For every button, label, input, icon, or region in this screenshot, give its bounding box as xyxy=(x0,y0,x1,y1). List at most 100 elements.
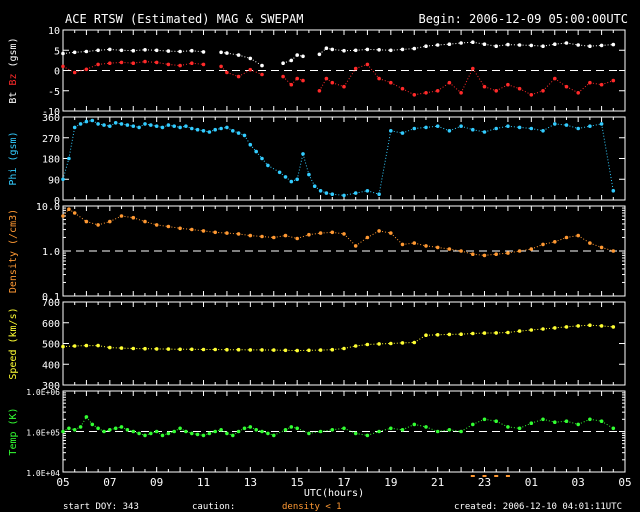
trace-segment-temp xyxy=(495,420,509,428)
data-point-speed xyxy=(295,348,300,353)
trace-segment-speed xyxy=(578,324,590,327)
trace-segment-bz xyxy=(531,90,544,96)
trace-segment-phi xyxy=(314,185,321,192)
y-axis-label-part: (/cm3) xyxy=(8,209,19,245)
trace-segment-temp xyxy=(308,431,321,434)
trace-segment-phi xyxy=(320,190,327,194)
y-tick-label: 500 xyxy=(42,340,60,351)
data-point-temp xyxy=(231,433,235,438)
trace-segment-temp xyxy=(297,427,310,434)
y-axis-label-part: Temp xyxy=(8,425,19,455)
trace-segment-temp xyxy=(191,432,198,435)
trace-segment-temp xyxy=(162,432,169,436)
trace-segment-bt xyxy=(133,49,146,52)
data-point-phi xyxy=(166,123,171,127)
trace-segment-density xyxy=(355,237,368,247)
trace-segment-phi xyxy=(601,123,614,191)
trace-segment-bz xyxy=(449,82,462,94)
panels: -10 -5 0 5 10 Bt Bz (gsm) 0 90 180 270 360 Phi (gsm… xyxy=(8,26,626,478)
trace-segment-density xyxy=(343,233,357,247)
x-axis: 05 07 09 11 13 15 17 19 21 23 01 03 05 xyxy=(56,475,632,489)
trace-segment-speed xyxy=(62,345,75,348)
trace-segment-phi xyxy=(472,129,485,133)
x-tick-label: 21 xyxy=(431,476,444,489)
trace-segment-bt xyxy=(589,44,602,47)
trace-segment-phi xyxy=(367,190,380,195)
trace-segment-bt xyxy=(332,48,345,52)
trace-segment-temp xyxy=(209,431,216,434)
trace-segment-phi xyxy=(355,190,368,194)
trace-segment-phi xyxy=(98,123,105,126)
trace-segment-density xyxy=(226,232,239,235)
trace-segment-phi xyxy=(162,124,169,128)
trace-segment-phi xyxy=(215,128,222,131)
trace-segment-bt xyxy=(98,48,110,51)
data-point-phi xyxy=(599,122,604,126)
trace-segment-phi xyxy=(74,123,81,128)
trace-segment-density xyxy=(519,248,532,252)
trace-segment-bt xyxy=(496,44,508,47)
trace-segment-temp xyxy=(92,423,99,429)
trace-segment-bz xyxy=(601,80,614,86)
data-point-speed xyxy=(564,325,569,329)
x-tick-label: 05 xyxy=(618,476,631,489)
trace-segment-bz xyxy=(460,68,474,94)
trace-segment-speed xyxy=(566,325,579,328)
trace-segment-phi xyxy=(109,122,116,127)
trace-segment-temp xyxy=(267,432,274,436)
trace-segment-bt xyxy=(449,42,462,45)
y-axis-label: Density (/cm3) xyxy=(8,209,19,293)
trace-segment-phi xyxy=(103,124,110,127)
trace-segment-speed xyxy=(367,343,380,345)
trace-segment-bz xyxy=(109,61,122,64)
trace-segment-temp xyxy=(390,427,403,431)
trace-segment-phi xyxy=(244,135,251,145)
trace-segment-temp xyxy=(261,431,269,434)
x-tick-label: 23 xyxy=(478,476,491,489)
data-point-speed xyxy=(61,344,65,349)
begin-time: Begin: 2006-12-09 05:00:00UTC xyxy=(418,12,628,26)
trace-segment-bt xyxy=(461,41,473,44)
y-tick-label: 360 xyxy=(42,113,60,124)
trace-segment-speed xyxy=(109,347,122,349)
trace-segment-temp xyxy=(133,431,140,434)
trace-segment-phi xyxy=(531,128,544,132)
trace-segment-temp xyxy=(68,427,75,431)
panel-frame xyxy=(62,301,626,386)
y-tick-label: 10 xyxy=(48,26,60,37)
trace-segment-speed xyxy=(542,327,555,330)
x-tick-label: 13 xyxy=(244,476,257,489)
trace-segment-bz xyxy=(437,82,450,92)
trace-segment-temp xyxy=(320,429,333,432)
trace-segment-temp xyxy=(103,429,110,432)
data-point-density xyxy=(84,219,89,224)
trace-segment-temp xyxy=(437,429,450,432)
trace-segment-temp xyxy=(414,423,427,428)
trace-segment-bt xyxy=(425,44,438,47)
trace-segment-temp xyxy=(402,423,415,431)
x-tick-label: 17 xyxy=(337,476,350,489)
trace-segment-phi xyxy=(168,124,175,127)
trace-segment-speed xyxy=(332,348,345,351)
trace-segment-bt xyxy=(226,52,239,56)
trace-segment-temp xyxy=(291,426,298,429)
trace-segment-bz xyxy=(297,78,304,82)
y-tick-label: 700 xyxy=(42,298,60,309)
trace-segment-temp xyxy=(232,431,239,436)
trace-segment-phi xyxy=(62,158,70,180)
trace-segment-phi xyxy=(414,126,427,129)
panel-temp: 1.0E+06 1.0E+05 1.0E+04 Temp (K) xyxy=(8,388,626,478)
trace-segment-density xyxy=(144,221,157,226)
y-tick-label: 0 xyxy=(54,67,60,78)
trace-segment-temp xyxy=(62,427,70,432)
x-tick-label: 19 xyxy=(384,476,397,489)
trace-segment-phi xyxy=(121,123,128,126)
caution-marker xyxy=(505,475,510,477)
trace-segment-density xyxy=(496,252,508,255)
y-tick-label: 600 xyxy=(42,319,60,330)
trace-segment-bt xyxy=(601,44,614,46)
trace-segment-bz xyxy=(507,84,520,90)
trace-segment-phi xyxy=(566,124,579,129)
trace-segment-phi xyxy=(378,130,392,195)
trace-segment-bz xyxy=(156,61,169,65)
